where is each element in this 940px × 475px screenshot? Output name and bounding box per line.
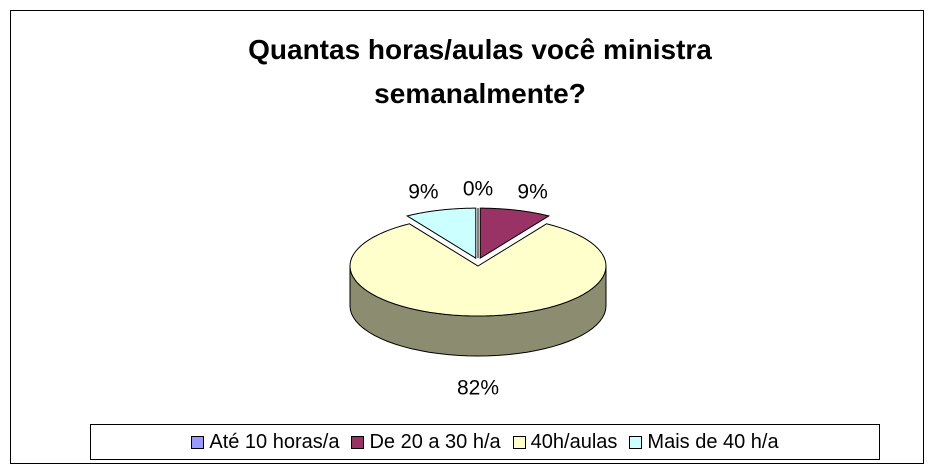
legend-swatch [191, 435, 205, 449]
slice [405, 207, 477, 260]
chart-title: Quantas horas/aulas você ministra semana… [248, 34, 712, 109]
legend-label: De 20 a 30 h/a [369, 430, 501, 453]
legend-label: Mais de 40 h/a [647, 430, 779, 453]
data-label: 9% [517, 180, 547, 203]
legend-label: 40h/aulas [530, 430, 618, 453]
legend-item: Mais de 40 h/a [629, 430, 779, 454]
legend-swatch [629, 435, 643, 449]
chart-frame [10, 10, 924, 464]
legend: Até 10 horas/a De 20 a 30 h/a 40h/aulas Mai… [90, 424, 880, 460]
legend-item: Até 10 horas/a [191, 431, 339, 454]
data-label: 9% [408, 180, 438, 203]
legend-item: De 20 a 30 h/a [351, 430, 501, 454]
data-label: 0% [463, 178, 493, 201]
legend-swatch [512, 435, 526, 449]
legend-swatch [351, 435, 365, 449]
data-label: 82% [457, 377, 499, 400]
legend-label: Até 10 horas/a [209, 430, 340, 453]
slice [349, 223, 607, 317]
legend-item: 40h/aulas [512, 430, 618, 454]
slice [479, 207, 551, 260]
